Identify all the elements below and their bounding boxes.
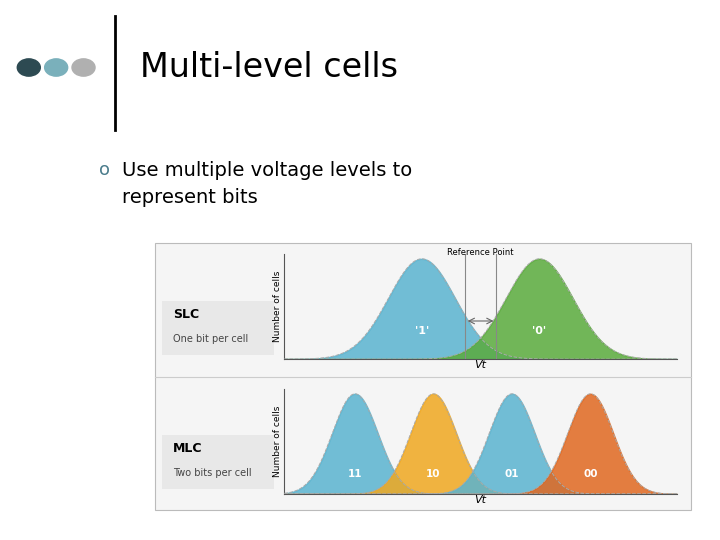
FancyBboxPatch shape: [162, 435, 274, 489]
Text: 00: 00: [583, 469, 598, 479]
Circle shape: [72, 59, 95, 76]
Text: Use multiple voltage levels to: Use multiple voltage levels to: [122, 160, 413, 180]
Text: Two bits per cell: Two bits per cell: [173, 468, 251, 477]
FancyBboxPatch shape: [155, 243, 691, 510]
Circle shape: [17, 59, 40, 76]
FancyBboxPatch shape: [162, 301, 274, 355]
Text: Multi-level cells: Multi-level cells: [140, 51, 398, 84]
Text: represent bits: represent bits: [122, 187, 258, 207]
Circle shape: [45, 59, 68, 76]
Y-axis label: Number of cells: Number of cells: [273, 406, 282, 477]
Text: One bit per cell: One bit per cell: [173, 334, 248, 344]
Y-axis label: Number of cells: Number of cells: [273, 271, 282, 342]
Text: 10: 10: [426, 469, 441, 479]
Text: 01: 01: [505, 469, 519, 479]
Text: 11: 11: [348, 469, 362, 479]
Text: SLC: SLC: [173, 308, 199, 321]
Text: Reference Point: Reference Point: [447, 248, 514, 257]
Text: o: o: [99, 161, 110, 179]
X-axis label: Vt: Vt: [474, 496, 487, 505]
Text: '1': '1': [415, 326, 429, 336]
Text: MLC: MLC: [173, 442, 202, 455]
X-axis label: Vt: Vt: [474, 361, 487, 370]
Text: '0': '0': [532, 326, 546, 336]
